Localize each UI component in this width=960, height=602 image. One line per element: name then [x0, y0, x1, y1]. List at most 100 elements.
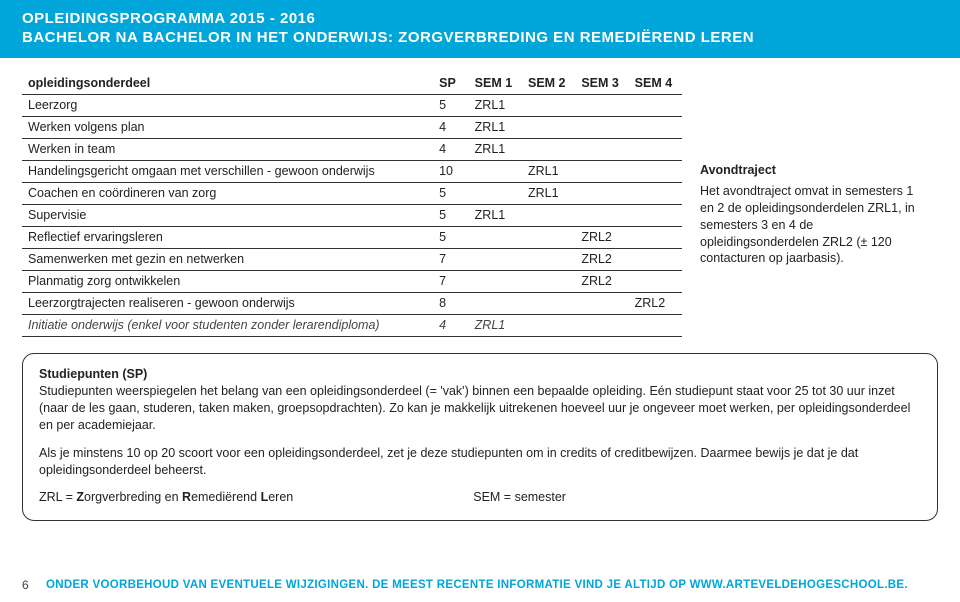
- table-header-row: opleidingsonderdeel SP SEM 1 SEM 2 SEM 3…: [22, 72, 682, 94]
- side-body: Het avondtraject omvat in semesters 1 en…: [700, 183, 930, 267]
- table-row: Werken volgens plan4ZRL1: [22, 116, 682, 138]
- cell-sem2: [522, 204, 575, 226]
- cell-name: Werken in team: [22, 138, 433, 160]
- cell-sem3: [575, 138, 628, 160]
- abbrev-zrl-mid1: orgverbreding en: [84, 490, 182, 504]
- cell-sp: 5: [433, 182, 469, 204]
- cell-sp: 7: [433, 248, 469, 270]
- col-sem2: SEM 2: [522, 72, 575, 94]
- cell-sem1: ZRL1: [469, 94, 522, 116]
- cell-sem2: [522, 116, 575, 138]
- cell-name: Werken volgens plan: [22, 116, 433, 138]
- table-row: Samenwerken met gezin en netwerken7ZRL2: [22, 248, 682, 270]
- cell-sem4: [629, 116, 682, 138]
- cell-sem2: [522, 226, 575, 248]
- abbrev-zrl-mid2: emediërend: [191, 490, 261, 504]
- cell-sem3: [575, 292, 628, 314]
- side-title: Avondtraject: [700, 162, 930, 179]
- col-opleidingsonderdeel: opleidingsonderdeel: [22, 72, 433, 94]
- cell-sem1: ZRL1: [469, 314, 522, 336]
- header-line-2: BACHELOR NA BACHELOR IN HET ONDERWIJS: Z…: [22, 29, 938, 46]
- cell-sem2: ZRL1: [522, 160, 575, 182]
- cell-sem2: [522, 138, 575, 160]
- cell-sem2: [522, 248, 575, 270]
- cell-sem3: ZRL2: [575, 248, 628, 270]
- cell-sem2: ZRL1: [522, 182, 575, 204]
- cell-sp: 4: [433, 138, 469, 160]
- cell-name: Leerzorgtrajecten realiseren - gewoon on…: [22, 292, 433, 314]
- info-box: Studiepunten (SP) Studiepunten weerspieg…: [22, 353, 938, 522]
- cell-sp: 5: [433, 226, 469, 248]
- col-sem1: SEM 1: [469, 72, 522, 94]
- sp-paragraph: Studiepunten (SP) Studiepunten weerspieg…: [39, 366, 921, 435]
- cell-sem4: [629, 248, 682, 270]
- cell-sem3: [575, 116, 628, 138]
- cell-sem3: ZRL2: [575, 226, 628, 248]
- cell-sem1: [469, 160, 522, 182]
- side-note: Avondtraject Het avondtraject omvat in s…: [700, 72, 930, 337]
- cell-sp: 5: [433, 94, 469, 116]
- abbrev-row: ZRL = Zorgverbreding en Remediërend Lere…: [39, 489, 921, 506]
- table-row: Planmatig zorg ontwikkelen7 ZRL2: [22, 270, 682, 292]
- table-row: Handelingsgericht omgaan met verschillen…: [22, 160, 682, 182]
- table-row: Werken in team4ZRL1: [22, 138, 682, 160]
- cell-name: Planmatig zorg ontwikkelen: [22, 270, 433, 292]
- table-row: Reflectief ervaringsleren5 ZRL2: [22, 226, 682, 248]
- content-area: opleidingsonderdeel SP SEM 1 SEM 2 SEM 3…: [0, 58, 960, 337]
- cell-sem4: ZRL2: [629, 292, 682, 314]
- cell-sem3: [575, 94, 628, 116]
- cell-name: Reflectief ervaringsleren: [22, 226, 433, 248]
- footer-disclaimer: ONDER VOORBEHOUD VAN EVENTUELE WIJZIGING…: [46, 579, 908, 591]
- cell-sp: 8: [433, 292, 469, 314]
- abbrev-zrl-end: eren: [268, 490, 293, 504]
- cell-sem3: ZRL2: [575, 270, 628, 292]
- cell-sem1: [469, 270, 522, 292]
- cell-sem4: [629, 138, 682, 160]
- col-sp: SP: [433, 72, 469, 94]
- cell-sem4: [629, 270, 682, 292]
- cell-sem3: [575, 314, 628, 336]
- cell-sp: 7: [433, 270, 469, 292]
- cell-sem3: [575, 182, 628, 204]
- cell-sem2: [522, 94, 575, 116]
- cell-sem4: [629, 94, 682, 116]
- cell-sp: 10: [433, 160, 469, 182]
- table-row: Leerzorgtrajecten realiseren - gewoon on…: [22, 292, 682, 314]
- abbrev-sem: SEM = semester: [473, 489, 566, 506]
- cell-sem2: [522, 270, 575, 292]
- cell-sp: 5: [433, 204, 469, 226]
- cell-sem4: [629, 314, 682, 336]
- cell-sem2: [522, 292, 575, 314]
- abbrev-zrl-r: R: [182, 490, 191, 504]
- col-sem4: SEM 4: [629, 72, 682, 94]
- cell-sem1: [469, 226, 522, 248]
- cell-sem3: [575, 160, 628, 182]
- cell-name: Initiatie onderwijs (enkel voor studente…: [22, 314, 433, 336]
- table-row: Coachen en coördineren van zorg5 ZRL1: [22, 182, 682, 204]
- cell-sem2: [522, 314, 575, 336]
- sp-body-1: Studiepunten weerspiegelen het belang va…: [39, 384, 910, 433]
- cell-sp: 4: [433, 116, 469, 138]
- page-footer: 6 ONDER VOORBEHOUD VAN EVENTUELE WIJZIGI…: [0, 578, 960, 592]
- cell-sem1: [469, 248, 522, 270]
- header-line-1: OPLEIDINGSPROGRAMMA 2015 - 2016: [22, 10, 938, 27]
- cell-sem4: [629, 204, 682, 226]
- cell-sem4: [629, 182, 682, 204]
- table-row: Initiatie onderwijs (enkel voor studente…: [22, 314, 682, 336]
- curriculum-table: opleidingsonderdeel SP SEM 1 SEM 2 SEM 3…: [22, 72, 682, 337]
- cell-sp: 4: [433, 314, 469, 336]
- table-row: Supervisie5ZRL1: [22, 204, 682, 226]
- cell-sem1: ZRL1: [469, 138, 522, 160]
- cell-sem1: [469, 182, 522, 204]
- sp-title: Studiepunten (SP): [39, 367, 147, 381]
- cell-sem4: [629, 160, 682, 182]
- cell-sem3: [575, 204, 628, 226]
- cell-sem1: ZRL1: [469, 204, 522, 226]
- cell-name: Coachen en coördineren van zorg: [22, 182, 433, 204]
- cell-name: Supervisie: [22, 204, 433, 226]
- abbrev-zrl-pre: ZRL =: [39, 490, 76, 504]
- abbrev-zrl-z: Z: [76, 490, 84, 504]
- abbrev-zrl: ZRL = Zorgverbreding en Remediërend Lere…: [39, 489, 293, 506]
- cell-name: Handelingsgericht omgaan met verschillen…: [22, 160, 433, 182]
- cell-sem1: [469, 292, 522, 314]
